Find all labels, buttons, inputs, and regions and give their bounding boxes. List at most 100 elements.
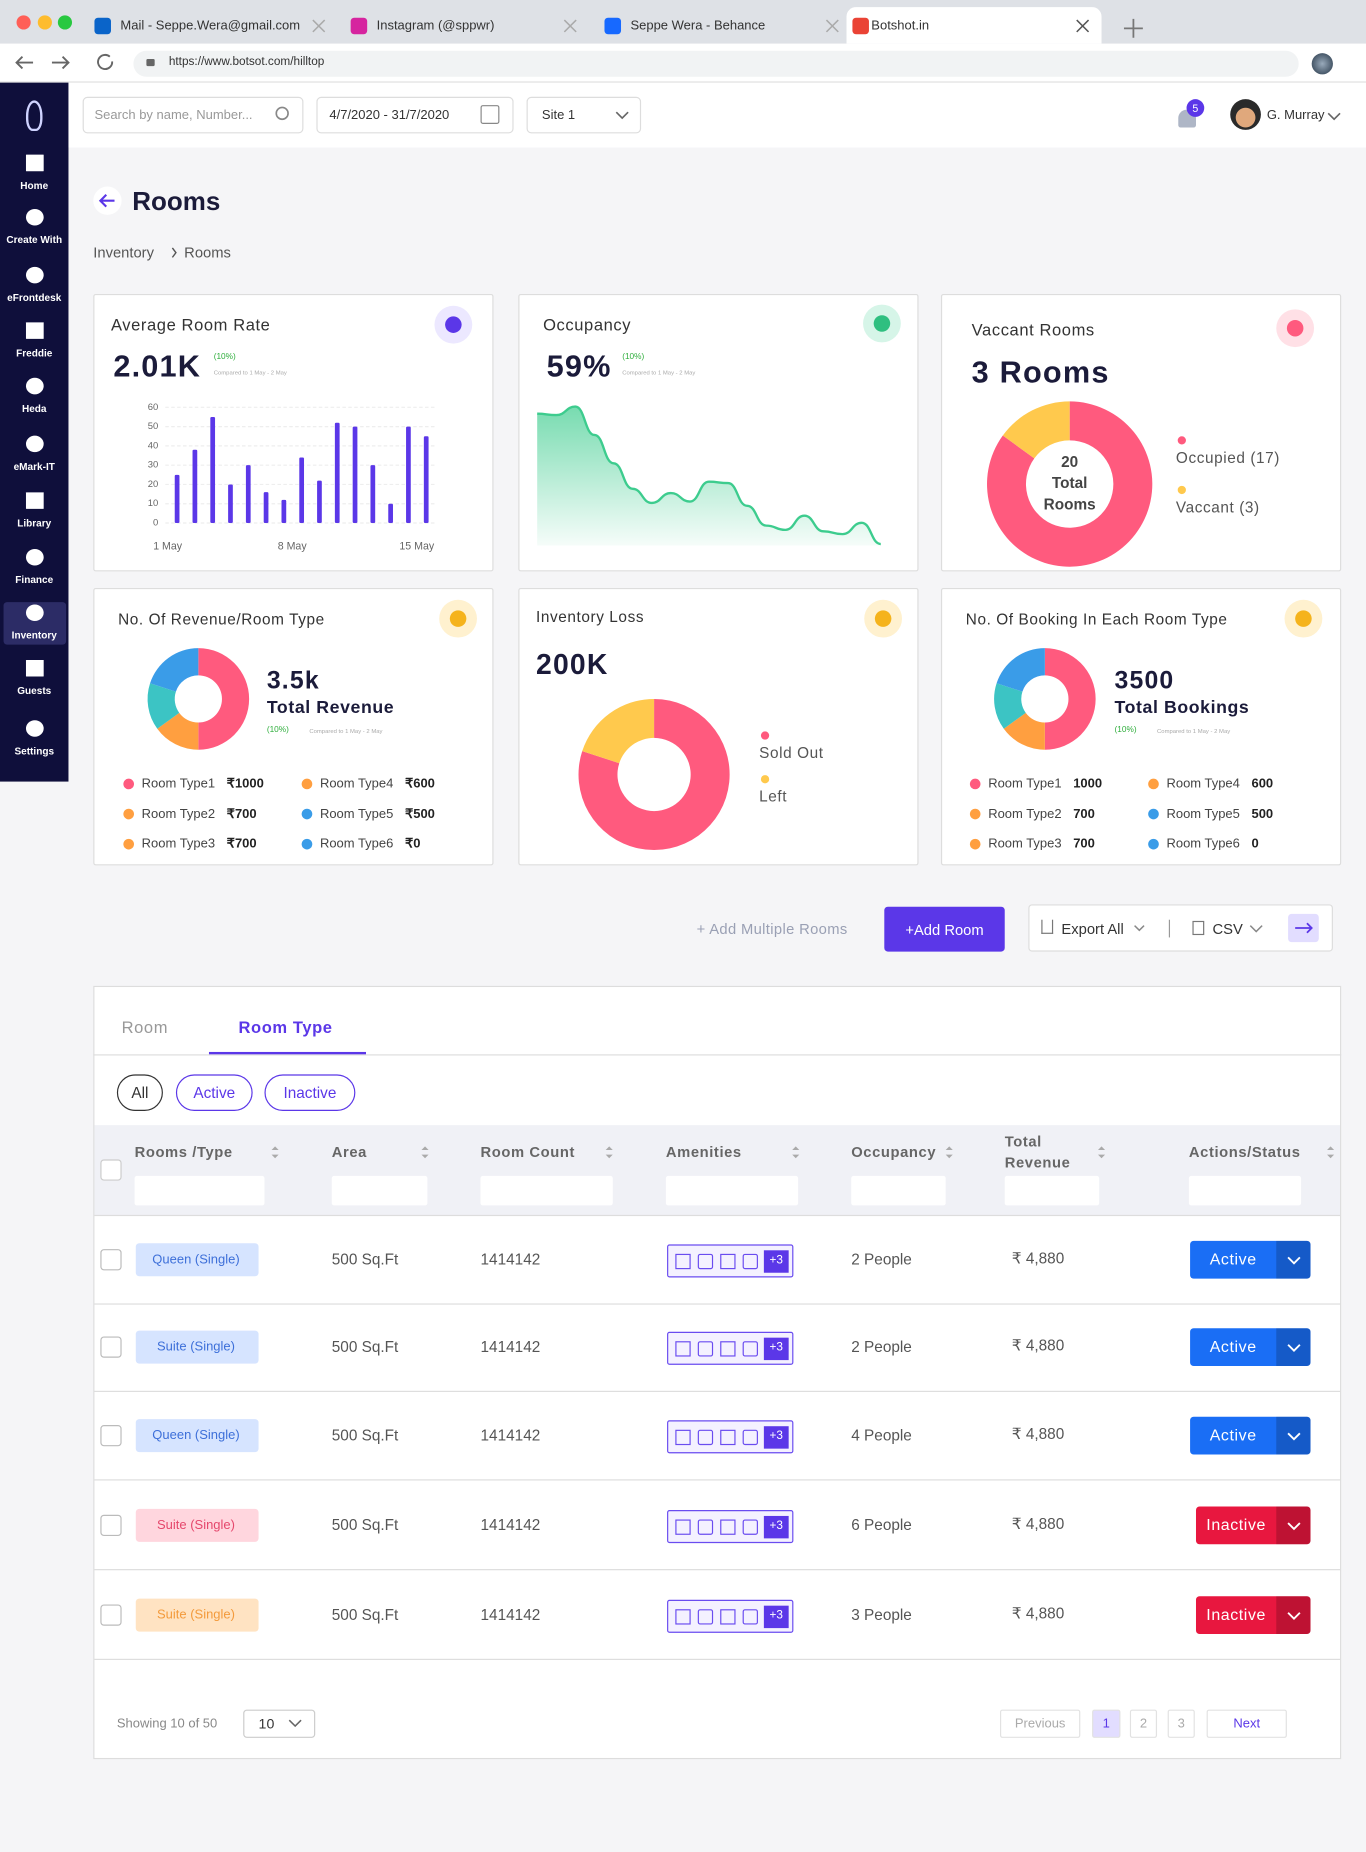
- status-caret[interactable]: [1276, 1416, 1311, 1455]
- window-dot: [16, 15, 31, 30]
- column-filter[interactable]: [1004, 1175, 1100, 1206]
- tab-title[interactable]: Instagram (@sppwr): [376, 18, 495, 34]
- export[interactable]: Export All: [1061, 920, 1124, 938]
- checkbox[interactable]: [100, 1604, 122, 1626]
- showing: Showing 10 of 50: [116, 1716, 218, 1731]
- column-filter[interactable]: [851, 1175, 946, 1206]
- legend-value: ₹1000: [226, 776, 264, 792]
- page-label[interactable]: 1: [1102, 1716, 1110, 1731]
- line: [537, 405, 882, 546]
- amenity-count: +3: [769, 1253, 784, 1267]
- nav-label[interactable]: eFrontdesk: [7, 291, 62, 304]
- nav-label[interactable]: Freddie: [16, 347, 53, 359]
- column-filter[interactable]: [665, 1175, 799, 1206]
- status-caret[interactable]: [1276, 1328, 1311, 1367]
- nav-icon: [25, 604, 44, 622]
- occupancy: 6 People: [851, 1515, 912, 1534]
- legend-value: 1000: [1073, 776, 1103, 792]
- bar: [192, 449, 198, 524]
- nav-label[interactable]: Guests: [17, 684, 52, 697]
- card-label: Total Revenue: [266, 697, 395, 718]
- column-header: Amenities: [665, 1144, 742, 1161]
- status-caret[interactable]: [1276, 1596, 1311, 1635]
- filter-label[interactable]: Active: [193, 1083, 236, 1102]
- amenity-icon: [675, 1253, 691, 1270]
- nav-label[interactable]: Library: [17, 517, 52, 529]
- tag: [135, 1598, 259, 1632]
- x-tick-label: 15 May: [399, 540, 434, 552]
- column-filter[interactable]: [1188, 1175, 1302, 1206]
- card-label: Total Bookings: [1114, 697, 1250, 718]
- export-chevrons: [1134, 925, 1263, 933]
- page-btn[interactable]: [1092, 1709, 1121, 1738]
- nav-label[interactable]: eMark-IT: [13, 460, 55, 473]
- url[interactable]: https://www.botsot.com/hilltop: [168, 55, 325, 69]
- nav-label[interactable]: Settings: [14, 744, 55, 757]
- add-room-btn[interactable]: [884, 906, 1005, 952]
- nav-label[interactable]: Finance: [15, 573, 54, 586]
- date-range[interactable]: 4/7/2020 - 31/7/2020: [329, 108, 450, 123]
- page-btn[interactable]: [1000, 1709, 1081, 1738]
- page-size[interactable]: [243, 1709, 316, 1738]
- filter-chip[interactable]: [175, 1074, 253, 1111]
- checkbox[interactable]: [100, 1425, 122, 1447]
- tab[interactable]: Room Type: [238, 1017, 333, 1037]
- compare: Compared to 1 May - 2 May: [622, 369, 696, 377]
- checkbox[interactable]: [100, 1514, 122, 1537]
- csv[interactable]: CSV: [1212, 920, 1243, 938]
- nav-label[interactable]: Create With: [6, 233, 63, 246]
- page-btn[interactable]: [1206, 1709, 1287, 1738]
- filter-chip[interactable]: [116, 1074, 163, 1111]
- room-type: Queen (Single): [152, 1428, 240, 1443]
- bar: [263, 492, 269, 524]
- page-label[interactable]: 3: [1177, 1716, 1185, 1731]
- legend-label: Occupied (17): [1175, 448, 1280, 467]
- column-filter[interactable]: [331, 1175, 428, 1206]
- breadcrumb[interactable]: Inventory: [93, 244, 154, 261]
- nav-label[interactable]: Inventory: [11, 629, 57, 642]
- checkbox[interactable]: [100, 1336, 122, 1358]
- tag: [135, 1419, 259, 1453]
- row-sep: [94, 1658, 1341, 1660]
- user-name[interactable]: G. Murray: [1266, 108, 1325, 123]
- amenity-icon: [720, 1253, 736, 1270]
- amenity-icon: [675, 1341, 691, 1357]
- page-btn[interactable]: [1129, 1709, 1158, 1738]
- page-label[interactable]: Next: [1233, 1716, 1261, 1731]
- filter-label[interactable]: All: [131, 1083, 149, 1102]
- amenity-more: [763, 1605, 789, 1629]
- tab-title[interactable]: Botshot.in: [871, 18, 930, 34]
- status: Inactive: [1206, 1515, 1266, 1534]
- change: (10%): [1114, 726, 1137, 735]
- amenity-count: +3: [769, 1609, 784, 1623]
- search-placeholder[interactable]: Search by name, Number...: [94, 108, 253, 123]
- status-caret[interactable]: [1276, 1240, 1311, 1279]
- donut-segment: [994, 683, 1026, 729]
- page-label[interactable]: Previous: [1014, 1716, 1066, 1731]
- avatar[interactable]: [1230, 99, 1261, 130]
- checkbox[interactable]: [100, 1249, 122, 1271]
- checkbox[interactable]: [100, 1159, 122, 1181]
- tab-title[interactable]: Mail - Seppe.Wera@gmail.com: [120, 18, 301, 34]
- column-header: Area: [331, 1144, 367, 1161]
- status-caret[interactable]: [1276, 1506, 1311, 1545]
- nav-label[interactable]: Heda: [21, 402, 47, 415]
- tab[interactable]: Room: [121, 1017, 169, 1037]
- filter-chip[interactable]: [264, 1074, 356, 1111]
- column-filter[interactable]: [134, 1175, 265, 1206]
- filter-label[interactable]: Inactive: [283, 1083, 337, 1102]
- column-filter[interactable]: [480, 1175, 613, 1206]
- page-btn[interactable]: [1167, 1709, 1195, 1738]
- add-multiple[interactable]: + Add Multiple Rooms: [696, 920, 848, 938]
- revenue: ₹ 4,880: [1011, 1249, 1065, 1267]
- status: Active: [1209, 1250, 1257, 1269]
- export-icon: [1041, 919, 1054, 934]
- card-title: Occupancy: [543, 315, 632, 335]
- add-room[interactable]: +Add Room: [905, 922, 984, 939]
- sort-icon: [1097, 1146, 1106, 1159]
- page-label[interactable]: 2: [1139, 1716, 1148, 1731]
- tab-title[interactable]: Seppe Wera - Behance: [630, 18, 766, 34]
- nav-label[interactable]: Home: [20, 179, 49, 192]
- site[interactable]: Site 1: [541, 108, 576, 123]
